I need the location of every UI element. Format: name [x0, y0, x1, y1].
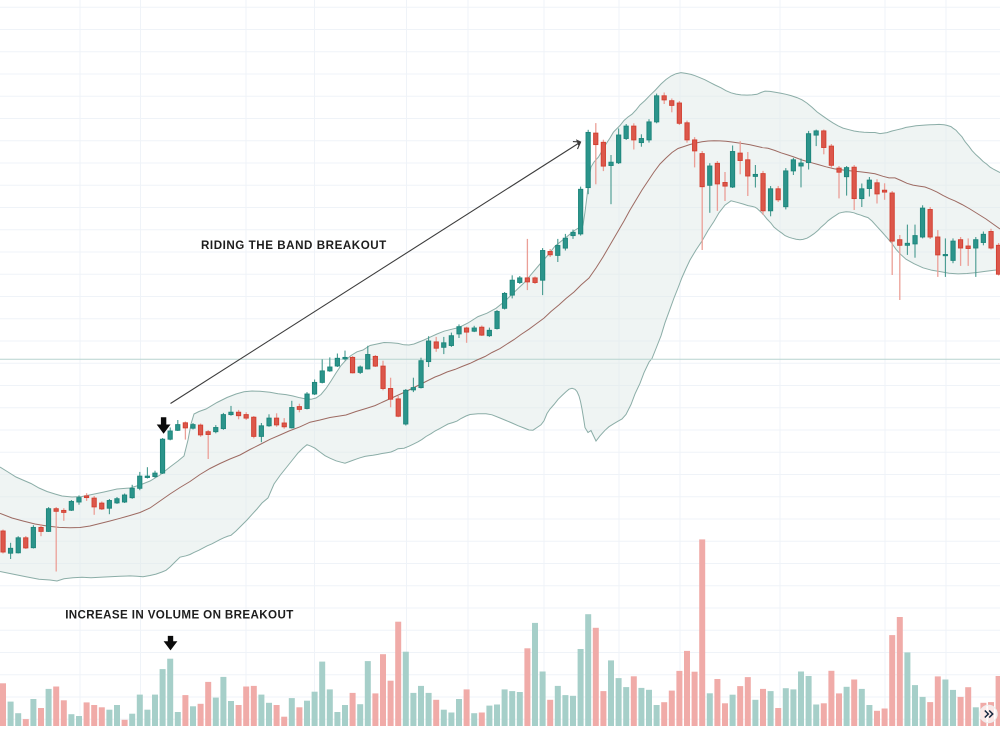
- svg-text:RIDING THE BAND BREAKOUT: RIDING THE BAND BREAKOUT: [201, 239, 387, 252]
- svg-text:INCREASE IN VOLUME ON BREAKOUT: INCREASE IN VOLUME ON BREAKOUT: [65, 609, 293, 622]
